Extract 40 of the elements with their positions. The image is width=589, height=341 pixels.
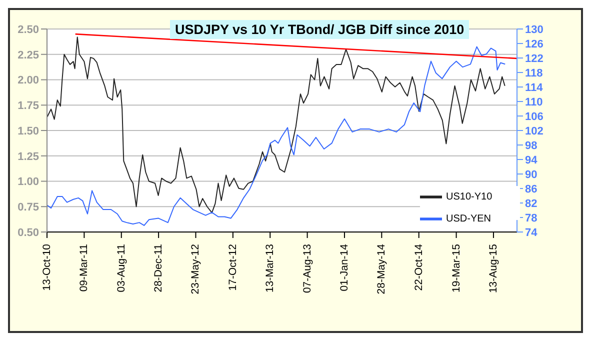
y2-tick-label: 122 <box>525 52 544 65</box>
y2-tick-label: 98 <box>525 140 538 152</box>
y-tick-label: 2.25 <box>18 49 39 62</box>
y2-tick-label: 82 <box>525 198 538 210</box>
legend-label: US10-Y10 <box>446 192 492 203</box>
y2-tick-label: 130 <box>525 24 544 36</box>
x-tick-label: 28-Dec-11 <box>152 244 165 292</box>
y2-tick-label: 90 <box>525 168 538 181</box>
y2-tick-label: 110 <box>525 96 543 108</box>
x-tick-label: 13-Aug-15 <box>487 244 500 294</box>
y-tick-label: 1.50 <box>18 125 39 138</box>
x-tick-label: 01-Jan-14 <box>338 244 350 292</box>
chart-title: USDJPY vs 10 Yr TBond/ JGB Diff since 2010 <box>170 20 470 39</box>
y-tick-label: 0.75 <box>18 202 39 214</box>
y-tick-label: 2.50 <box>18 24 39 36</box>
y2-tick-label: 106 <box>525 110 544 123</box>
x-tick-label: 03-Aug-11 <box>115 244 128 292</box>
x-tick-label: 13-Oct-10 <box>41 244 53 291</box>
y2-tick-label: 118 <box>525 67 543 80</box>
x-tick-label: 13-Mar-13 <box>264 244 276 292</box>
y2-tick-label: 126 <box>525 38 544 50</box>
y-tick-label: 1.25 <box>18 150 39 163</box>
y2-tick-label: 102 <box>525 125 544 138</box>
x-tick-label: 17-Oct-12 <box>226 244 239 291</box>
y2-tick-label: 78 <box>525 212 538 224</box>
y-tick-label: 2.00 <box>18 74 39 87</box>
x-tick-label: 19-Mar-15 <box>450 244 462 292</box>
x-tick-label: 28-May-14 <box>376 244 388 294</box>
y-tick-label: 1.75 <box>18 100 39 112</box>
y2-tick-label: 74 <box>525 226 538 239</box>
x-tick-label: 23-May-12 <box>190 244 202 294</box>
legend-label: USD-YEN <box>446 214 492 225</box>
y-tick-label: 1.00 <box>18 176 39 188</box>
y-tick-label: 0.50 <box>18 226 39 239</box>
x-tick-label: 07-Aug-13 <box>301 244 314 294</box>
x-tick-label: 22-Oct-14 <box>412 244 425 291</box>
x-tick-label: 09-Mar-11 <box>78 244 90 292</box>
y2-tick-label: 86 <box>525 183 538 196</box>
y2-tick-label: 94 <box>525 154 538 166</box>
y2-tick-label: 114 <box>525 82 544 94</box>
